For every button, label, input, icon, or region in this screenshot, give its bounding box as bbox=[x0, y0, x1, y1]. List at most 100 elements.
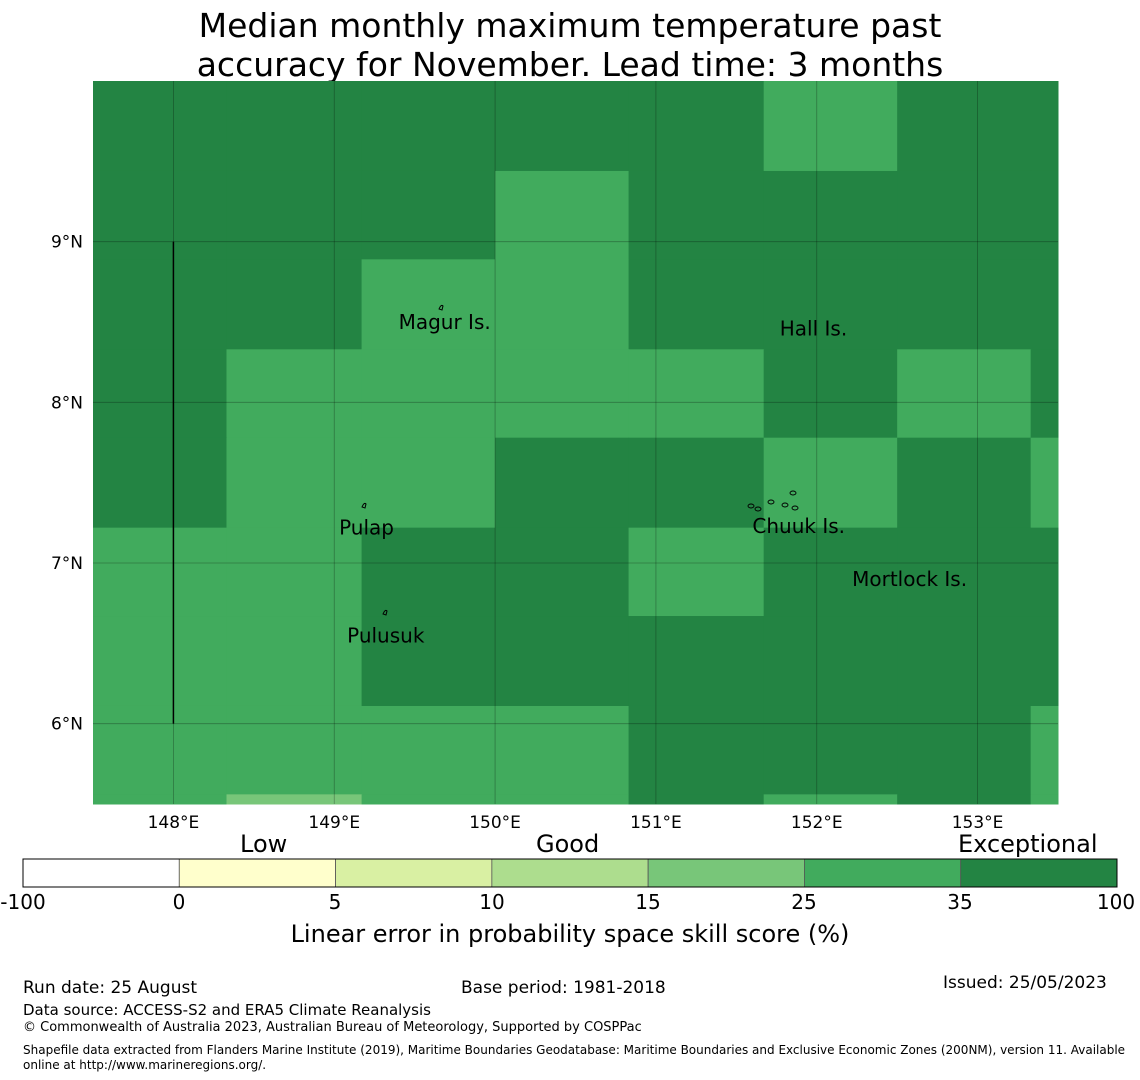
colorbar-tick: -100 bbox=[0, 890, 46, 914]
island-outline bbox=[754, 506, 762, 512]
place-label: Chuuk Is. bbox=[752, 514, 845, 538]
colorbar-tick: 0 bbox=[172, 890, 186, 914]
skill-cell bbox=[763, 527, 898, 617]
skill-cell bbox=[93, 705, 227, 795]
skill-cell bbox=[628, 705, 765, 795]
skill-cell bbox=[897, 437, 1032, 529]
skill-cell bbox=[628, 259, 765, 350]
skill-cell bbox=[361, 794, 496, 805]
skill-cell bbox=[93, 794, 227, 805]
skill-cell bbox=[226, 527, 363, 617]
place-label: Pulap bbox=[339, 516, 394, 540]
colorbar-tick: 35 bbox=[947, 890, 973, 914]
colorbar-tick: 25 bbox=[791, 890, 817, 914]
island-outline bbox=[781, 502, 789, 508]
skill-cell bbox=[1030, 170, 1059, 260]
skill-cell bbox=[495, 437, 630, 529]
skill-cell bbox=[226, 705, 363, 795]
skill-cell bbox=[226, 349, 363, 439]
colorbar-tick: 10 bbox=[479, 890, 505, 914]
skill-cell bbox=[93, 616, 227, 707]
skill-cell bbox=[226, 616, 363, 707]
colorbar-tick: 15 bbox=[635, 890, 661, 914]
colorbar-bin bbox=[647, 858, 805, 888]
place-label: Mortlock Is. bbox=[852, 567, 967, 591]
colorbar-bin bbox=[178, 858, 336, 888]
skill-cell bbox=[361, 705, 496, 795]
skill-cell bbox=[628, 616, 765, 707]
skill-cell bbox=[763, 259, 898, 350]
skill-cell bbox=[897, 527, 1032, 617]
shapefile-credit-1: Shapefile data extracted from Flanders M… bbox=[23, 1043, 1126, 1057]
skill-cell bbox=[93, 437, 227, 529]
skill-cell bbox=[495, 170, 630, 260]
island-outline bbox=[767, 499, 775, 505]
x-tick-label: 152°E bbox=[791, 813, 843, 833]
island-outline bbox=[382, 609, 388, 616]
skill-cell bbox=[628, 437, 765, 529]
island-outline bbox=[747, 503, 755, 509]
skill-cell bbox=[628, 81, 765, 172]
skill-cell bbox=[897, 170, 1032, 260]
skill-cell bbox=[1030, 81, 1059, 172]
skill-cell bbox=[361, 527, 496, 617]
x-tick-label: 151°E bbox=[630, 813, 682, 833]
skill-cell bbox=[897, 794, 1032, 805]
skill-cell bbox=[93, 170, 227, 260]
skill-cell bbox=[361, 259, 496, 350]
title-line-2: accuracy for November. Lead time: 3 mont… bbox=[196, 45, 944, 84]
island-outline bbox=[789, 490, 797, 496]
island-outline bbox=[791, 505, 799, 511]
skill-cell bbox=[1030, 616, 1059, 707]
skill-cell bbox=[628, 170, 765, 260]
skill-cell bbox=[226, 259, 363, 350]
skill-cell bbox=[763, 616, 898, 707]
skill-cell bbox=[897, 81, 1032, 172]
skill-cell bbox=[361, 81, 496, 172]
skill-cell bbox=[495, 705, 630, 795]
skill-cell bbox=[763, 705, 898, 795]
skill-cell bbox=[1030, 437, 1059, 529]
y-tick-label: 7°N bbox=[51, 554, 83, 574]
x-tick-label: 153°E bbox=[952, 813, 1004, 833]
skill-cell bbox=[1030, 527, 1059, 617]
skill-cell bbox=[763, 170, 898, 260]
skill-cell bbox=[495, 81, 630, 172]
skill-cell bbox=[361, 437, 496, 529]
colorbar-tick: 5 bbox=[328, 890, 342, 914]
skill-cell bbox=[897, 616, 1032, 707]
colorbar-bin bbox=[22, 858, 180, 888]
category-low: Low bbox=[240, 830, 288, 858]
base-period: Base period: 1981-2018 bbox=[461, 978, 666, 998]
skill-cell bbox=[93, 81, 227, 172]
run-date: Run date: 25 August bbox=[23, 978, 197, 998]
skill-cell bbox=[93, 349, 227, 439]
skill-cell bbox=[763, 81, 898, 172]
skill-cell bbox=[361, 616, 496, 707]
colorbar-frame bbox=[22, 858, 1118, 888]
skill-cell bbox=[628, 349, 765, 439]
skill-cell bbox=[1030, 259, 1059, 350]
copyright: © Commonwealth of Australia 2023, Austra… bbox=[23, 1020, 642, 1035]
skill-cell bbox=[1030, 349, 1059, 439]
skill-cell bbox=[897, 705, 1032, 795]
colorbar-bin bbox=[335, 858, 493, 888]
place-label: Magur Is. bbox=[399, 310, 491, 334]
y-tick-label: 6°N bbox=[51, 715, 83, 735]
skill-cell bbox=[1030, 794, 1059, 805]
island-outline bbox=[438, 304, 444, 311]
skill-cell bbox=[495, 794, 630, 805]
colorbar-bin bbox=[960, 858, 1118, 888]
colorbar-bin bbox=[491, 858, 649, 888]
skill-cell bbox=[361, 349, 496, 439]
category-exceptional: Exceptional bbox=[958, 830, 1098, 858]
skill-cell bbox=[628, 794, 765, 805]
x-tick-label: 148°E bbox=[148, 813, 200, 833]
skill-cell bbox=[93, 527, 227, 617]
skill-cell bbox=[763, 794, 898, 805]
place-label: Hall Is. bbox=[780, 316, 847, 340]
title-line-1: Median monthly maximum temperature past bbox=[198, 6, 942, 45]
skill-cell bbox=[226, 81, 363, 172]
category-good: Good bbox=[536, 830, 600, 858]
place-label: Pulusuk bbox=[347, 623, 425, 647]
